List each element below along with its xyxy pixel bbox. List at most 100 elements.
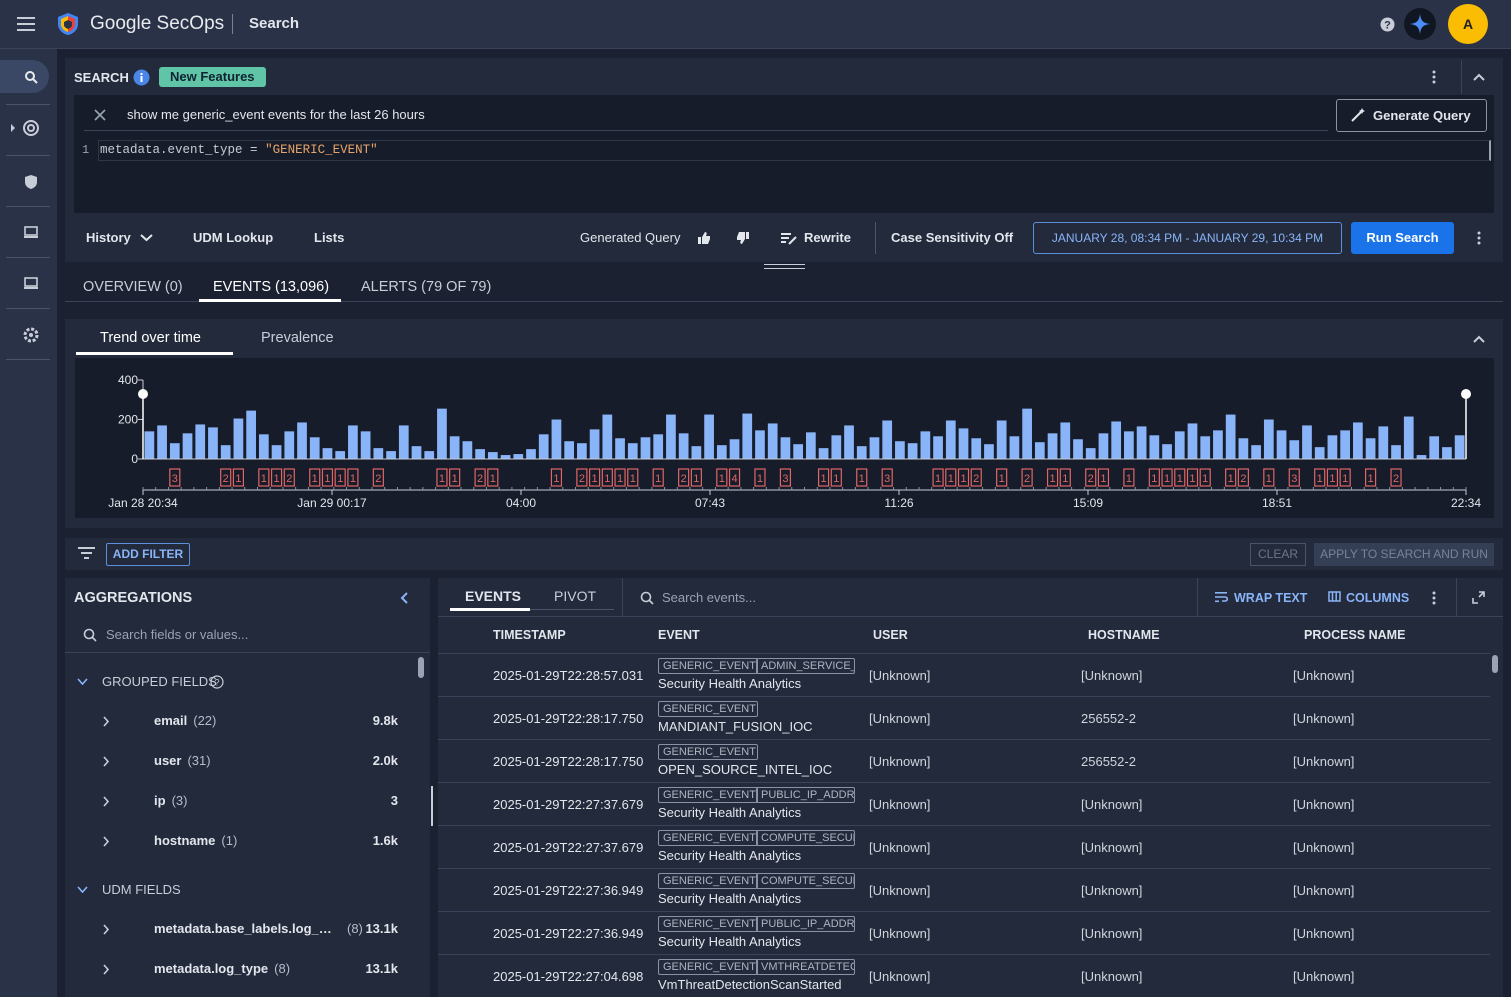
rewrite-button[interactable]: Rewrite [804, 230, 851, 245]
history-button[interactable]: History [86, 230, 131, 245]
event-name[interactable]: Security Health Analytics [658, 848, 802, 863]
bar [640, 437, 651, 459]
field-row[interactable]: ip (3) 3 [154, 792, 398, 810]
filter-icon [78, 547, 95, 559]
field-row[interactable]: user (31) 2.0k [154, 752, 398, 770]
avatar[interactable]: A [1448, 4, 1488, 44]
field-expand[interactable] [102, 756, 110, 767]
event-name[interactable]: VmThreatDetectionScanStarted [658, 977, 842, 992]
aggregations-search[interactable]: Search fields or values... [106, 627, 249, 642]
menu-button[interactable] [17, 15, 37, 33]
events-tab[interactable]: EVENTS (13,096) [213, 279, 330, 295]
column-header[interactable]: TIMESTAMP [493, 628, 566, 642]
generated-query-label: Generated Query [580, 230, 681, 245]
field-expand[interactable] [102, 924, 110, 935]
add-filter-button[interactable]: ADD FILTER [106, 543, 190, 566]
nav-settings[interactable] [23, 327, 39, 343]
prevalence-tab[interactable]: Prevalence [261, 330, 334, 346]
clear-button[interactable]: CLEAR [1250, 543, 1306, 566]
bar [767, 423, 778, 459]
alert-count: 2 [681, 473, 687, 485]
field-row[interactable]: metadata.log_type (8) 13.1k [154, 960, 398, 978]
scrollbar[interactable] [1492, 655, 1498, 673]
clear-button[interactable] [94, 109, 106, 121]
alerts-tab[interactable]: ALERTS (79 OF 79) [361, 279, 492, 295]
event-name[interactable]: Security Health Analytics [658, 805, 802, 820]
field-row[interactable]: hostname (1) 1.6k [154, 832, 398, 850]
columns-button[interactable]: COLUMNS [1346, 591, 1410, 605]
group-toggle[interactable] [77, 678, 88, 686]
nav-detection[interactable] [9, 118, 43, 138]
alert-marker [1174, 468, 1186, 487]
column-header[interactable]: HOSTNAME [1088, 628, 1160, 642]
column-header[interactable]: PROCESS NAME [1304, 628, 1406, 642]
date-range-button[interactable]: JANUARY 28, 08:34 PM - JANUARY 29, 10:34… [1033, 222, 1342, 254]
group-toggle[interactable] [77, 886, 88, 894]
trend-tab[interactable]: Trend over time [100, 330, 201, 346]
field-row[interactable]: metadata.base_labels.log_… (8) 13.1k [154, 920, 398, 938]
event-name[interactable]: Security Health Analytics [658, 934, 802, 949]
lists-button[interactable]: Lists [314, 230, 345, 245]
nav-soar[interactable] [24, 225, 38, 239]
info-icon[interactable] [133, 69, 150, 86]
bar [1378, 426, 1389, 459]
event-name[interactable]: Security Health Analytics [658, 676, 802, 691]
run-search-button[interactable]: Run Search [1351, 222, 1454, 254]
thumbs-up[interactable] [697, 231, 711, 245]
collapse-button[interactable] [400, 592, 410, 604]
alert-marker [487, 468, 499, 487]
more-button[interactable] [1430, 69, 1438, 85]
apply-button[interactable]: APPLY TO SEARCH AND RUN [1314, 543, 1494, 566]
more-button[interactable] [1475, 230, 1483, 246]
natural-language-query[interactable]: show me generic_event events for the las… [127, 107, 425, 122]
thumbs-down[interactable] [736, 231, 750, 245]
alert-count: 1 [757, 473, 763, 485]
column-header[interactable]: USER [873, 628, 908, 642]
alert-count: 2 [1240, 473, 1246, 485]
drag-handle[interactable] [764, 264, 805, 269]
field-expand[interactable] [102, 964, 110, 975]
bar [1340, 430, 1351, 459]
query-editor[interactable] [74, 95, 1494, 213]
events-search[interactable]: Search events... [662, 590, 756, 605]
overview-tab[interactable]: OVERVIEW (0) [83, 279, 183, 295]
bar [984, 444, 994, 459]
bar [716, 445, 727, 459]
group-title[interactable]: UDM FIELDS [102, 882, 181, 897]
collapse-button[interactable] [1472, 334, 1486, 344]
bar [220, 445, 231, 459]
new-features-badge[interactable]: New Features [159, 67, 266, 87]
field-expand[interactable] [102, 796, 110, 807]
event-name[interactable]: Security Health Analytics [658, 891, 802, 906]
nav-marketplace[interactable] [24, 276, 38, 290]
group-title[interactable]: GROUPED FIELDS [102, 674, 217, 689]
x-tick-label: Jan 28 20:34 [108, 496, 178, 510]
nav-search[interactable] [0, 60, 49, 93]
bar [1238, 438, 1249, 459]
field-expand[interactable] [102, 836, 110, 847]
collapse-button[interactable] [1472, 72, 1486, 82]
event-name[interactable]: MANDIANT_FUSION_IOC [658, 719, 813, 734]
field-row[interactable]: email (22) 9.8k [154, 712, 398, 730]
events-subtab[interactable]: EVENTS [465, 588, 522, 604]
alert-marker [258, 468, 270, 487]
splitter[interactable] [431, 786, 433, 826]
event-name[interactable]: OPEN_SOURCE_INTEL_IOC [658, 762, 833, 777]
wrap-text-button[interactable]: WRAP TEXT [1234, 591, 1308, 605]
help-button[interactable]: ? [1380, 17, 1395, 32]
gemini-button[interactable] [1404, 8, 1436, 40]
alert-count: 2 [223, 473, 229, 485]
expand-button[interactable] [1472, 591, 1485, 604]
case-sensitivity-toggle[interactable]: Case Sensitivity Off [891, 230, 1014, 245]
query-line[interactable]: metadata.event_type = "GENERIC_EVENT" [100, 142, 378, 158]
udm-lookup-button[interactable]: UDM Lookup [193, 230, 274, 245]
help-icon[interactable]: ? [210, 675, 224, 689]
field-expand[interactable] [102, 716, 110, 727]
scrollbar[interactable] [418, 657, 424, 678]
pivot-subtab[interactable]: PIVOT [554, 588, 597, 604]
column-header[interactable]: EVENT [658, 628, 700, 642]
nav-cases[interactable] [24, 174, 38, 190]
more-button[interactable] [1430, 590, 1438, 606]
generate-query-button[interactable] [1336, 99, 1487, 132]
alert-marker [627, 468, 639, 487]
